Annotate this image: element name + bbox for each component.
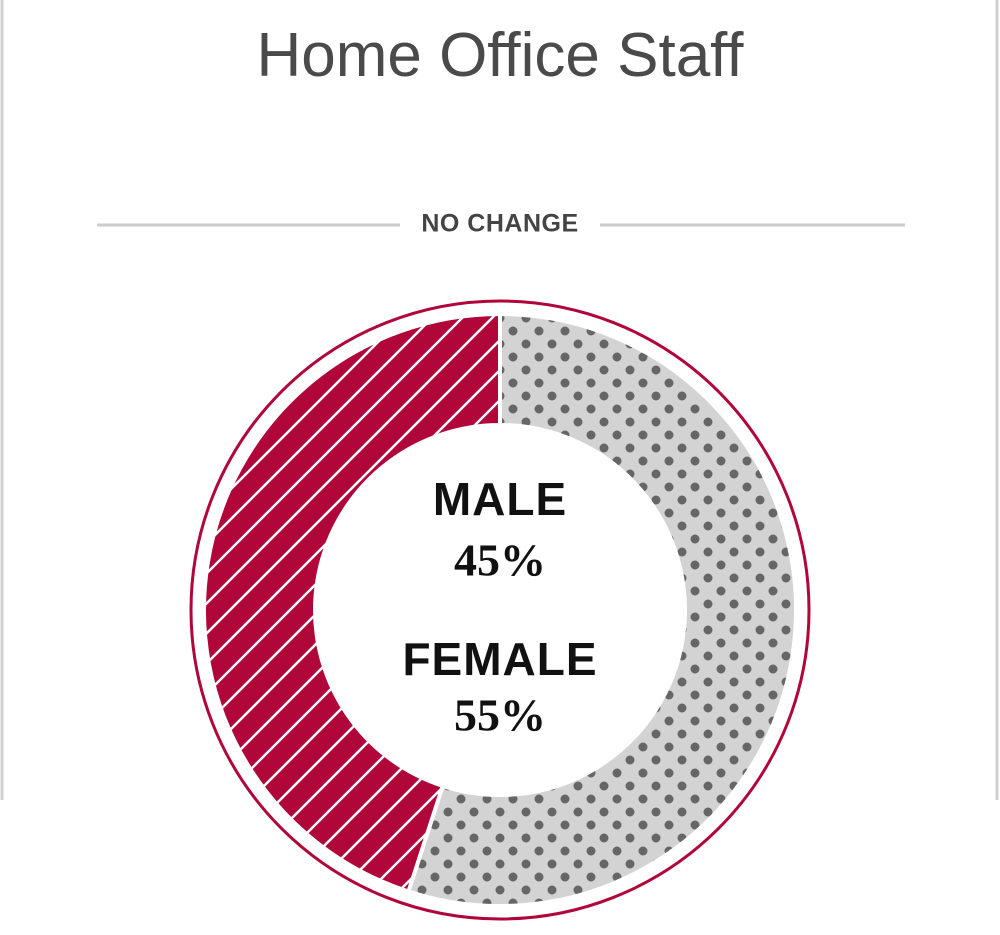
outer-ring [189, 299, 811, 921]
segments [202, 311, 798, 908]
category-label: MALE [433, 473, 567, 525]
value-label: 45% [454, 535, 546, 586]
donut-segment [406, 311, 798, 908]
value-label: 55% [454, 690, 546, 741]
category-label: FEMALE [402, 633, 597, 685]
donut-segment [202, 311, 502, 895]
subtitle: NO CHANGE [421, 210, 578, 238]
chart-title: Home Office Staff [256, 21, 744, 90]
